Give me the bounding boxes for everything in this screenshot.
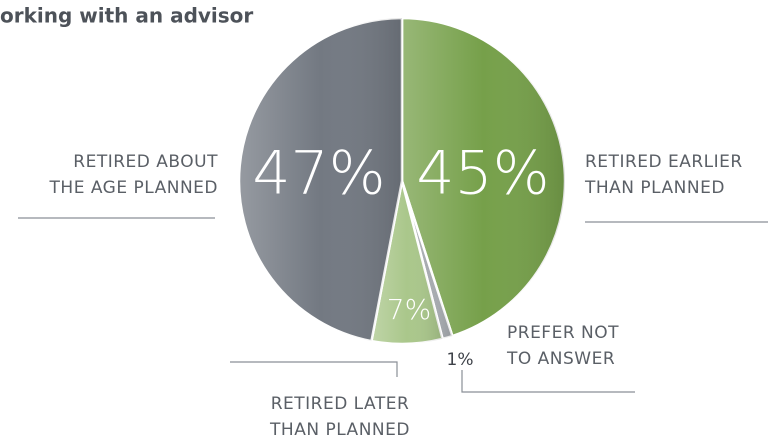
value-label: 47% bbox=[252, 139, 385, 209]
slice-sheen bbox=[402, 181, 453, 339]
chart-title: orking with an advisor bbox=[0, 4, 253, 28]
category-label: TO ANSWER bbox=[506, 349, 615, 369]
pie bbox=[237, 16, 567, 346]
leader-line bbox=[230, 361, 398, 377]
value-label: 45% bbox=[416, 139, 549, 209]
slice-sheen bbox=[371, 181, 443, 344]
category-label: THE AGE PLANNED bbox=[49, 178, 218, 198]
category-label: RETIRED LATER bbox=[271, 394, 410, 414]
value-label: 7% bbox=[387, 293, 431, 326]
category-label: THAN PLANNED bbox=[269, 420, 410, 438]
leader-line bbox=[461, 370, 635, 393]
category-label: RETIRED EARLIER bbox=[585, 152, 743, 172]
slice-sheen bbox=[402, 18, 566, 337]
category-label: PREFER NOT bbox=[507, 323, 619, 343]
slice-sheen bbox=[238, 18, 402, 342]
category-label: THAN PLANNED bbox=[584, 178, 725, 198]
value-label: 1% bbox=[447, 350, 474, 370]
category-label: RETIRED ABOUT bbox=[73, 152, 218, 172]
